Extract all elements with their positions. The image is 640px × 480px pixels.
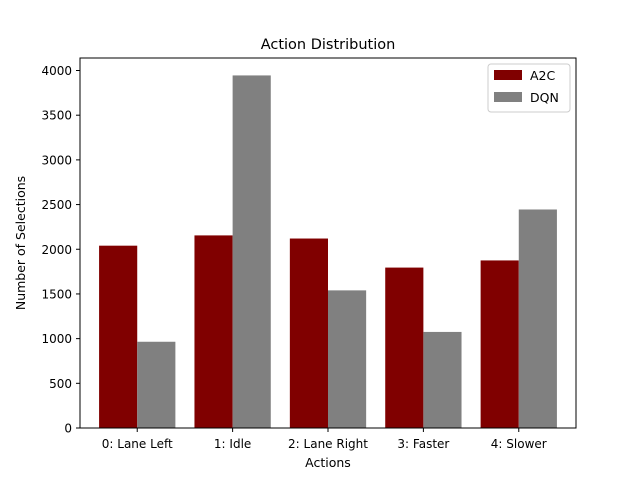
x-axis-ticks: 0: Lane Left 1: Idle 2: Lane Right 3: Faste…: [102, 428, 547, 451]
plot-frame: [79, 57, 577, 429]
y-tick-label-6: 3000: [41, 153, 72, 167]
bar-dqn-4: [518, 209, 557, 428]
legend-swatch-dqn: [494, 92, 522, 102]
y-tick-label-0: 0: [64, 422, 72, 436]
bar-dqn-3: [423, 331, 462, 428]
bar-dqn-1: [232, 75, 271, 429]
y-tick-label-1: 500: [49, 377, 72, 391]
bar-a2c-4: [480, 260, 519, 428]
bar-a2c-2: [289, 238, 328, 428]
legend-label-a2c: A2C: [530, 68, 556, 83]
x-tick-label-0: 0: Lane Left: [102, 437, 173, 451]
bar-a2c-1: [194, 235, 233, 428]
legend: A2C DQN: [487, 63, 571, 113]
y-tick-label-3: 1500: [41, 287, 72, 301]
x-tick-label-2: 2: Lane Right: [288, 437, 368, 451]
x-tick-label-4: 4: Slower: [491, 437, 547, 451]
x-tick-label-1: 1: Idle: [214, 437, 251, 451]
y-tick-label-7: 3500: [41, 109, 72, 123]
y-tick-label-2: 1000: [41, 332, 72, 346]
bar-dqn-2: [328, 290, 367, 428]
legend-swatch-a2c: [494, 70, 522, 80]
bar-a2c-0: [99, 245, 138, 428]
bar-a2c-3: [385, 267, 424, 428]
y-axis-label: Number of Selections: [13, 176, 28, 310]
y-tick-label-8: 4000: [41, 64, 72, 78]
legend-label-dqn: DQN: [530, 90, 559, 105]
bars-group: [99, 75, 557, 429]
y-tick-label-4: 2000: [41, 243, 72, 257]
x-axis-label: Actions: [305, 455, 351, 470]
y-axis-ticks: 0 500 1000 1500 2000 2500 3000 3500 4000: [41, 64, 80, 436]
bar-dqn-0: [137, 341, 176, 428]
chart-title: Action Distribution: [261, 37, 396, 53]
x-tick-label-3: 3: Faster: [397, 437, 449, 451]
y-tick-label-5: 2500: [41, 198, 72, 212]
